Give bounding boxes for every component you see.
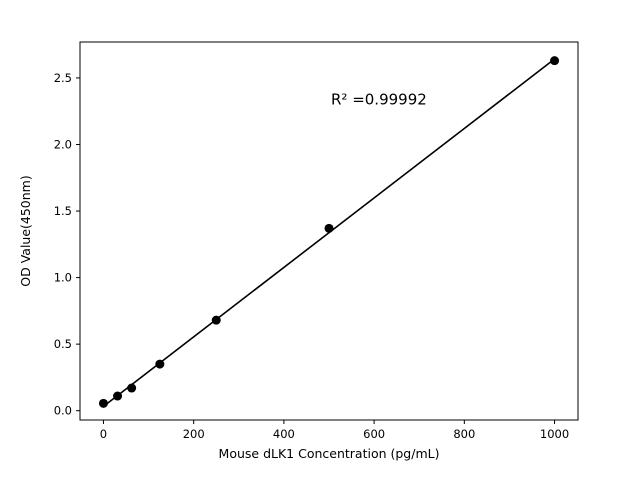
- y-tick-label: 0.0: [54, 404, 72, 418]
- x-tick-label: 800: [453, 427, 475, 441]
- data-point: [127, 383, 137, 393]
- data-point: [155, 359, 165, 369]
- y-tick-label: 1.5: [54, 204, 72, 218]
- data-point: [324, 223, 334, 233]
- plot-border: [79, 41, 579, 421]
- x-tick-label: 1000: [540, 427, 569, 441]
- y-axis-label: OD Value(450nm): [18, 175, 33, 286]
- data-point: [211, 315, 221, 325]
- x-axis-label: Mouse dLK1 Concentration (pg/mL): [219, 446, 440, 461]
- y-tick-label: 1.0: [54, 271, 72, 285]
- data-point: [98, 398, 108, 408]
- y-tick-label: 2.5: [54, 71, 72, 85]
- data-point: [113, 391, 123, 401]
- x-tick-label: 200: [183, 427, 205, 441]
- x-tick-label: 400: [273, 427, 295, 441]
- y-tick-label: 0.5: [54, 337, 72, 351]
- x-tick-label: 0: [100, 427, 107, 441]
- x-tick-label: 600: [363, 427, 385, 441]
- data-point: [550, 56, 560, 66]
- r-squared-annotation: R² =0.99992: [331, 90, 427, 108]
- y-tick-label: 2.0: [54, 137, 72, 151]
